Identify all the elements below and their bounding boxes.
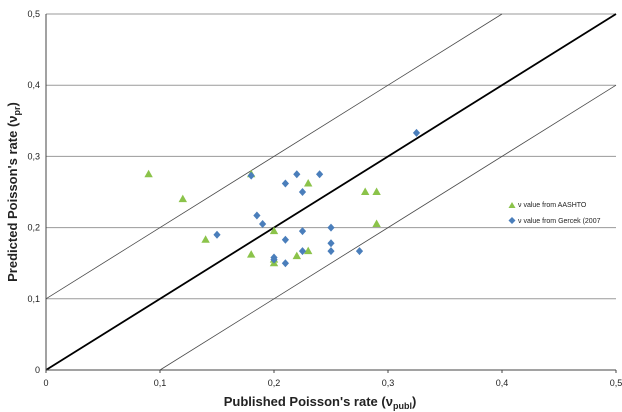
point-diamond — [316, 170, 324, 179]
y-tick-label: 0,1 — [27, 294, 40, 304]
point-diamond — [259, 220, 267, 229]
point-diamond — [293, 170, 301, 179]
point-diamond — [281, 179, 289, 188]
point-triangle — [144, 169, 153, 178]
x-tick-label: 0,2 — [268, 378, 281, 388]
tick-labels: 0 0,1 0,2 0,3 0,4 0,5 0 0,1 0,2 0,3 0,4 0,5 — [27, 9, 622, 388]
point-triangle — [201, 235, 210, 243]
point-triangle — [269, 226, 279, 235]
point-diamond — [281, 235, 289, 244]
point-diamond — [298, 247, 307, 256]
y-tick-label: 0,5 — [27, 9, 40, 19]
point-triangle — [361, 187, 370, 195]
x-tick-label: 0 — [43, 378, 48, 388]
legend-label-aashto: ν value from AASHTO — [518, 202, 587, 209]
legend-diamond-marker — [508, 217, 516, 224]
y-axis-title: Predicted Poisson's rate (νpr) — [5, 102, 22, 282]
point-diamond — [270, 255, 278, 264]
point-triangle — [372, 187, 381, 195]
point-diamond — [281, 259, 289, 268]
point-diamond — [298, 188, 307, 196]
x-axis-title: Published Poisson's rate (νpubl) — [224, 394, 417, 411]
reference-lines — [45, 13, 617, 371]
point-triangle — [304, 246, 313, 255]
point-triangle — [304, 178, 313, 187]
legend-item-aashto: ν value from AASHTO — [508, 202, 587, 209]
x-tick-label: 0,5 — [610, 378, 622, 388]
reference-line-equality — [45, 13, 617, 371]
legend: ν value from AASHTO ν value from Gercek … — [508, 202, 601, 225]
x-tick-label: 0,4 — [496, 378, 509, 388]
point-diamond — [327, 239, 335, 248]
point-diamond — [247, 171, 255, 180]
x-tick-label: 0,3 — [382, 378, 395, 388]
legend-label-gercek: ν value from Gercek (2007 — [518, 218, 601, 225]
point-diamond — [213, 230, 221, 239]
point-diamond — [253, 211, 261, 220]
point-diamond — [355, 247, 364, 256]
point-diamond — [327, 247, 335, 256]
data-points — [144, 128, 421, 268]
point-triangle — [247, 250, 256, 258]
y-tick-label: 0,2 — [27, 223, 40, 233]
y-tick-label: 0,4 — [27, 80, 40, 90]
point-diamond — [298, 227, 307, 236]
x-tick-label: 0,1 — [154, 378, 167, 388]
point-triangle — [372, 219, 381, 228]
point-diamond — [327, 223, 335, 232]
reference-line-lower-bound — [159, 84, 617, 371]
legend-triangle-marker — [508, 202, 516, 208]
point-triangle — [292, 251, 301, 260]
point-diamond — [412, 128, 421, 137]
gridlines — [46, 13, 616, 300]
legend-item-gercek: ν value from Gercek (2007 — [508, 217, 601, 225]
y-tick-label: 0 — [35, 365, 40, 375]
point-triangle — [178, 194, 187, 203]
y-tick-label: 0,3 — [27, 151, 40, 161]
reference-line-upper-bound — [45, 13, 503, 300]
